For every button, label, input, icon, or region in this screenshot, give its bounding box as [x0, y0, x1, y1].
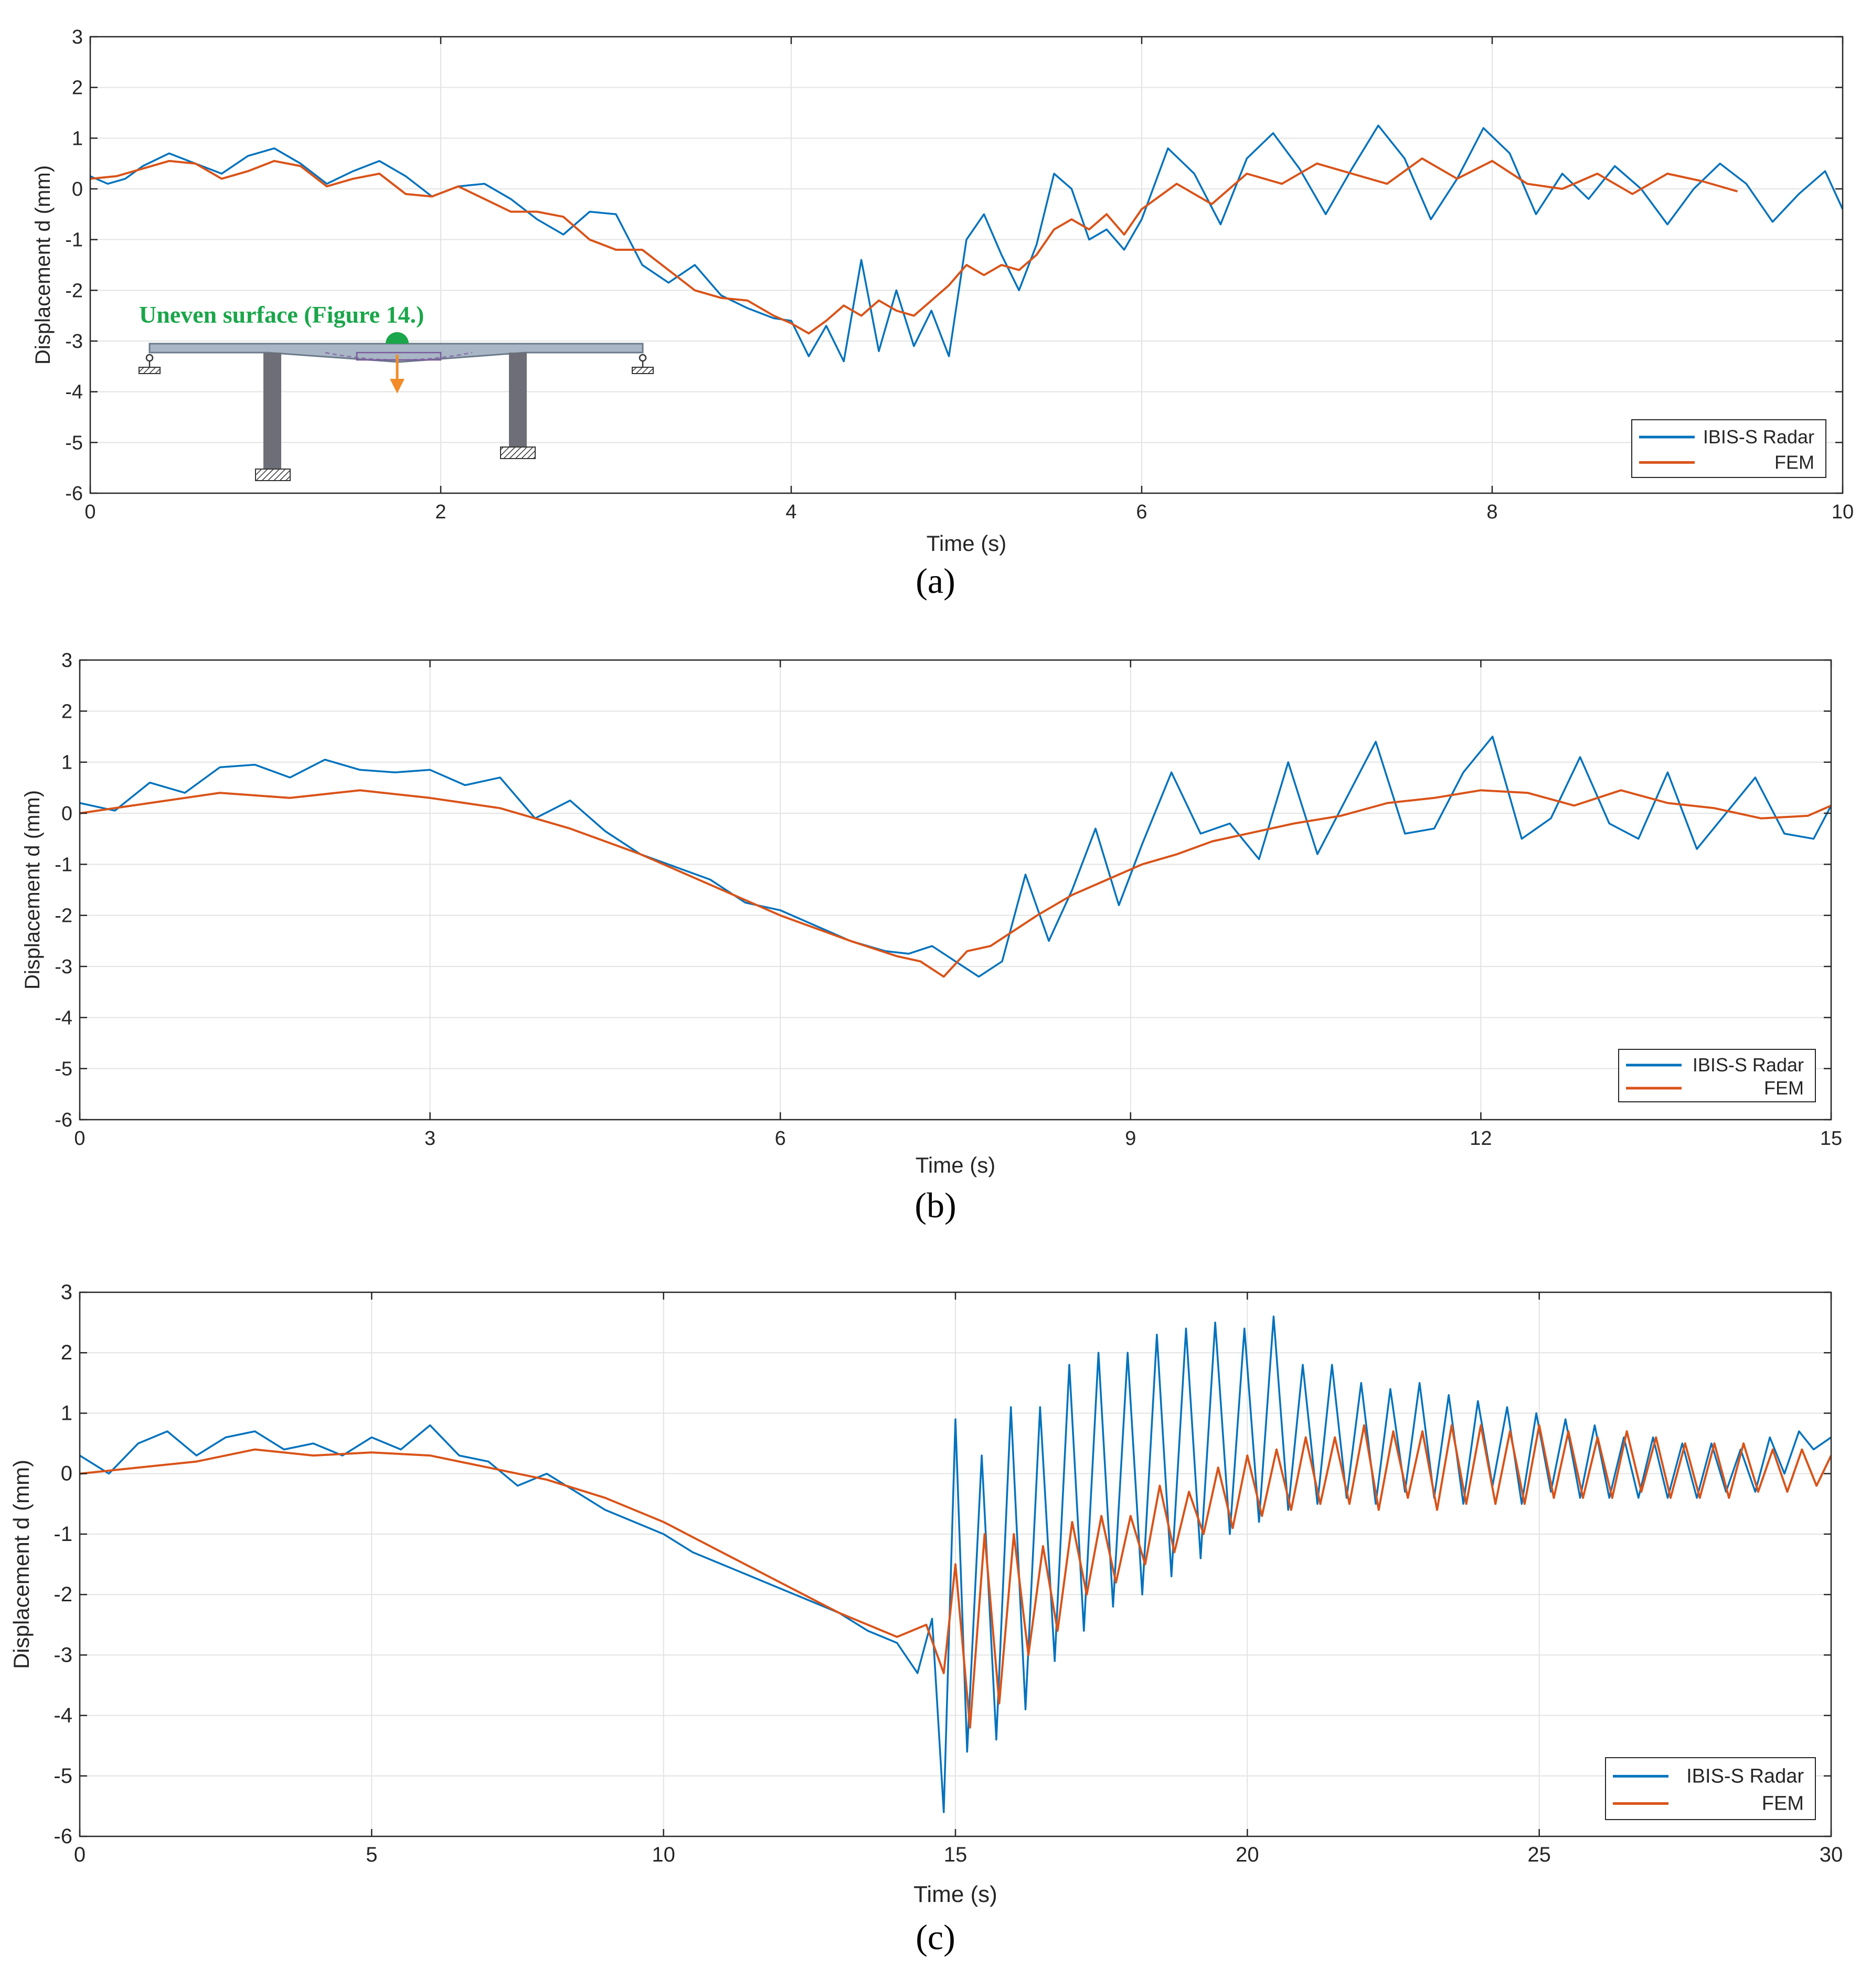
y-tick-label: -4 [54, 1704, 72, 1727]
legend-label-radar: IBIS-S Radar [1686, 1765, 1804, 1787]
x-tick-label: 8 [1486, 501, 1497, 523]
y-axis-label: Displacement d (mm) [21, 790, 44, 990]
series-line-fem [80, 789, 1831, 978]
y-tick-label: 1 [72, 127, 83, 150]
y-tick-label: 1 [61, 752, 72, 774]
x-tick-label: 15 [944, 1843, 968, 1866]
y-tick-label: -1 [65, 229, 83, 251]
y-axis-label: Displacement d (mm) [9, 1460, 34, 1669]
load-arrow-head-icon [390, 379, 405, 394]
y-tick-label: -5 [55, 1058, 72, 1080]
legend-box [1631, 419, 1826, 478]
y-tick-label: 3 [61, 1281, 72, 1304]
series-line-radar [80, 736, 1831, 978]
x-tick-label: 12 [1470, 1128, 1492, 1150]
surface-bump-icon [386, 332, 409, 344]
x-tick-label: 4 [785, 501, 796, 523]
series-group [80, 1315, 1831, 1813]
y-tick-label: 0 [61, 1462, 72, 1485]
support-base-icon [632, 367, 654, 374]
chart-panel-a: 0 2 4 6 8 10 -6 -5 -4 -3 -2 -1 0 1 2 3 Time (s) Displacem… [31, 26, 1854, 601]
x-axis-label: Time (s) [916, 1153, 995, 1177]
plot-area [80, 660, 1831, 1120]
y-tick-label: -3 [55, 956, 72, 978]
legend-label-fem: FEM [1764, 1077, 1804, 1099]
y-tick-label: -5 [54, 1764, 72, 1788]
y-tick-label: -3 [65, 331, 83, 353]
x-tick-label: 20 [1236, 1843, 1259, 1866]
y-axis-label: Displacement d (mm) [31, 165, 55, 365]
series-line-fem [90, 157, 1738, 335]
y-tick-label: -5 [65, 432, 83, 454]
y-tick-label: -1 [55, 854, 72, 876]
legend-label-fem: FEM [1774, 451, 1814, 473]
load-patch-icon [356, 352, 442, 361]
series-line-radar [80, 1315, 1831, 1813]
y-tick-label: 3 [72, 26, 83, 48]
x-tick-label: 0 [74, 1128, 85, 1150]
panel-label: (c) [916, 1917, 955, 1957]
foundation-left-icon [255, 469, 291, 481]
y-tick-label: -1 [54, 1523, 72, 1546]
bridge-diagram-icon: Uneven surface (Figure 14.) [139, 301, 654, 481]
y-tick-label: 1 [61, 1401, 72, 1424]
panel-label: (b) [915, 1185, 956, 1225]
x-tick-label: 2 [435, 501, 446, 523]
legend-label-fem: FEM [1762, 1792, 1804, 1814]
foundation-right-icon [500, 446, 536, 459]
pier-right-icon [509, 353, 527, 447]
legend-label-radar: IBIS-S Radar [1703, 426, 1814, 448]
x-axis-label: Time (s) [913, 1881, 997, 1907]
axes-box [79, 659, 1832, 1121]
x-axis-label: Time (s) [927, 531, 1006, 556]
y-tick-label: -2 [55, 905, 72, 927]
legend: IBIS-S Radar FEM [1605, 1757, 1816, 1820]
y-tick-label: -6 [55, 1109, 72, 1131]
y-tick-label: 2 [61, 700, 72, 722]
support-base-icon [139, 367, 161, 374]
series-group [80, 736, 1831, 978]
legend: IBIS-S Radar FEM [1631, 419, 1826, 478]
x-tick-label: 5 [366, 1843, 377, 1866]
x-tick-label: 6 [1136, 501, 1147, 523]
chart-panel-c: 0 5 10 15 20 25 30 -6 -5 -4 -3 -2 -1 0 1 2 3 Time (s) Disp… [9, 1281, 1843, 1957]
x-tick-label: 6 [775, 1128, 786, 1150]
y-tick-label: 2 [72, 77, 83, 99]
y-tick-label: 0 [61, 803, 72, 825]
x-tick-label: 9 [1125, 1128, 1136, 1150]
y-tick-label: -6 [65, 483, 83, 505]
y-tick-label: -2 [65, 280, 83, 302]
x-tick-label: 10 [652, 1843, 675, 1866]
x-tick-label: 15 [1820, 1128, 1842, 1150]
y-tick-label: -4 [55, 1007, 72, 1029]
panel-label: (a) [916, 561, 955, 601]
axes-box [89, 36, 1844, 494]
x-tick-label: 0 [74, 1843, 86, 1866]
y-tick-label: -2 [54, 1583, 72, 1606]
legend-label-radar: IBIS-S Radar [1693, 1054, 1804, 1076]
x-tick-label: 25 [1527, 1843, 1551, 1866]
series-line-radar [90, 124, 1843, 363]
y-tick-label: -4 [65, 381, 83, 403]
x-tick-label: 0 [84, 501, 95, 523]
pier-left-icon [263, 353, 281, 469]
series-line-fem [80, 1424, 1831, 1729]
y-tick-label: -3 [54, 1643, 72, 1666]
inset-title: Uneven surface (Figure 14.) [139, 301, 424, 328]
x-tick-label: 10 [1832, 501, 1854, 523]
x-tick-label: 3 [424, 1128, 435, 1150]
y-tick-label: 0 [72, 178, 83, 200]
y-tick-label: -6 [54, 1825, 72, 1848]
y-tick-label: 3 [61, 650, 72, 672]
x-tick-label: 30 [1820, 1843, 1843, 1866]
y-tick-label: 2 [61, 1341, 72, 1364]
series-group [90, 124, 1843, 363]
legend-box [1618, 1049, 1816, 1102]
legend-box [1605, 1757, 1816, 1820]
